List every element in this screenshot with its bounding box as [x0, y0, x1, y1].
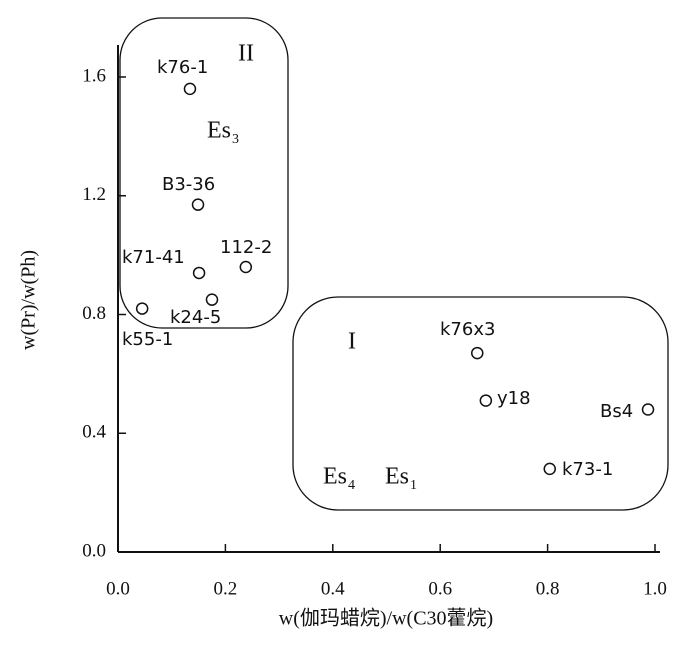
- x-tick-label: 0.2: [214, 578, 238, 599]
- group-box-i: [292, 296, 669, 511]
- point-label: 112-2: [220, 237, 272, 258]
- y-tick-label: 0.0: [82, 540, 106, 561]
- annotation: Es: [385, 464, 409, 490]
- y-tick-label: 0.8: [82, 303, 106, 324]
- point: [135, 302, 149, 315]
- point-label: k71-41: [122, 247, 185, 268]
- x-tick-label: 0.8: [536, 578, 560, 599]
- point: [641, 403, 655, 416]
- x-tick-label: 0.6: [428, 578, 452, 599]
- annotation: II: [238, 41, 254, 67]
- point-label: k76-1: [157, 57, 208, 78]
- x-tick-label: 0.0: [106, 578, 130, 599]
- annotation-subscript: 4: [348, 478, 355, 493]
- annotation-subscript: 3: [232, 132, 239, 147]
- point-label: y18: [497, 388, 531, 409]
- point: [205, 293, 219, 306]
- point-label: k24-5: [170, 307, 221, 328]
- point-label: B3-36: [162, 174, 215, 195]
- y-tick-label: 1.2: [82, 184, 106, 205]
- point: [183, 82, 197, 96]
- y-tick-label: 0.4: [82, 422, 106, 443]
- point-label: k55-1: [122, 329, 173, 350]
- x-axis-label: w(伽玛蜡烷)/w(C30藿烷): [279, 607, 493, 630]
- annotation: Es: [323, 464, 347, 490]
- annotation-subscript: 1: [410, 478, 417, 493]
- point-label: k73-1: [562, 459, 613, 480]
- point: [239, 260, 253, 274]
- annotation: Es: [207, 118, 231, 144]
- point: [192, 266, 206, 280]
- point: [479, 394, 493, 407]
- y-axis-label: w(Pr)/w(Ph): [18, 250, 40, 350]
- point-label: Bs4: [600, 401, 633, 422]
- annotation: I: [348, 329, 356, 355]
- point-label: k76x3: [440, 319, 495, 340]
- point: [471, 346, 484, 360]
- group-box-ii: [119, 17, 289, 329]
- y-tick-label: 1.6: [82, 65, 106, 86]
- x-tick-label: 1.0: [643, 578, 667, 599]
- x-tick-label: 0.4: [321, 578, 345, 599]
- point: [191, 198, 205, 211]
- point: [543, 462, 556, 476]
